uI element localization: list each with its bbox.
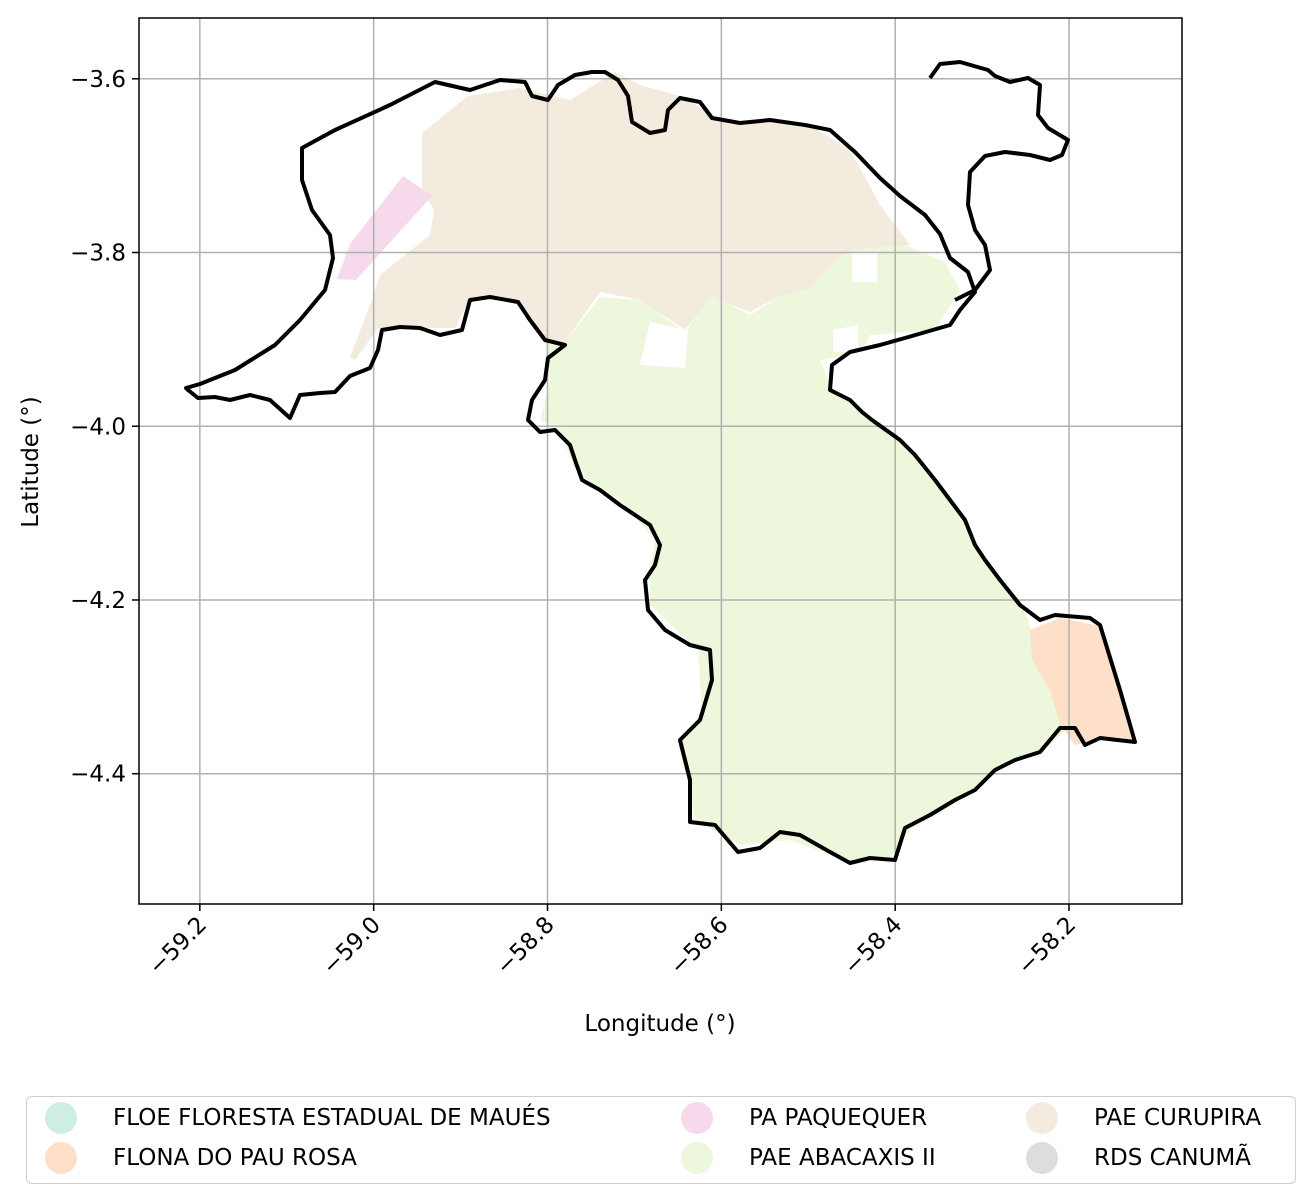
legend-item: PAE ABACAXIS II <box>681 1142 936 1174</box>
legend-item: RDS CANUMÃ <box>1026 1142 1252 1174</box>
legend-marker <box>1026 1102 1058 1134</box>
x-tick-label: −58.2 <box>1013 912 1081 980</box>
x-tick-label: −58.8 <box>492 912 560 980</box>
map-figure: −59.2 −59.0 −58.8 −58.6 −58.4 −58.2 −3.6−3.8−… <box>18 17 1183 1037</box>
legend-label: PA PAQUEQUER <box>749 1105 928 1131</box>
axes-frame <box>138 17 1183 905</box>
legend-marker <box>45 1142 77 1174</box>
x-tick-label: −58.4 <box>839 912 907 980</box>
area-flona-do-pau-rosa <box>1030 618 1135 745</box>
area-pae-abacaxis-ii <box>540 245 1065 862</box>
gridlines <box>139 18 1182 904</box>
legend-label: FLOE FLORESTA ESTADUAL DE MAUÉS <box>113 1105 551 1131</box>
legend-label: PAE CURUPIRA <box>1094 1105 1262 1131</box>
x-tick-label: −59.0 <box>318 912 386 980</box>
legend-marker <box>45 1102 77 1134</box>
legend-label: PAE ABACAXIS II <box>749 1145 936 1171</box>
y-tick-label: −4.0 <box>70 414 126 440</box>
y-tick-label: −4.2 <box>70 588 126 614</box>
legend-item: FLOE FLORESTA ESTADUAL DE MAUÉS <box>45 1102 551 1134</box>
y-tick-label: −3.8 <box>70 241 126 267</box>
y-axis-ticks: −3.6 −3.8 −4.0 −4.2 −4.4 <box>70 67 139 788</box>
legend-item: PAE CURUPIRA <box>1026 1102 1262 1134</box>
protected-areas <box>337 72 1135 862</box>
x-axis-ticks: −59.2 −59.0 −58.8 −58.6 −58.4 −58.2 <box>144 904 1081 980</box>
y-axis-label: Latitude (°) <box>18 396 44 527</box>
x-tick-label: −59.2 <box>144 912 212 980</box>
legend-label: RDS CANUMÃ <box>1094 1145 1252 1171</box>
legend-marker <box>1026 1142 1058 1174</box>
legend-item: PA PAQUEQUER <box>681 1102 928 1134</box>
legend-label: FLONA DO PAU ROSA <box>113 1145 357 1171</box>
legend-item: FLONA DO PAU ROSA <box>45 1142 357 1174</box>
x-axis-label: Longitude (°) <box>584 1011 735 1037</box>
y-tick-label: −3.6 <box>70 67 126 93</box>
municipality-boundary <box>184 60 1137 865</box>
y-tick-label: −4.4 <box>70 762 126 788</box>
legend-marker <box>681 1142 713 1174</box>
x-tick-label: −58.6 <box>665 912 733 980</box>
area-pae-curupira <box>350 72 910 360</box>
legend: FLOE FLORESTA ESTADUAL DE MAUÉS FLONA DO … <box>26 1096 1296 1184</box>
area-pa-paquequer <box>337 176 432 280</box>
legend-marker <box>681 1102 713 1134</box>
